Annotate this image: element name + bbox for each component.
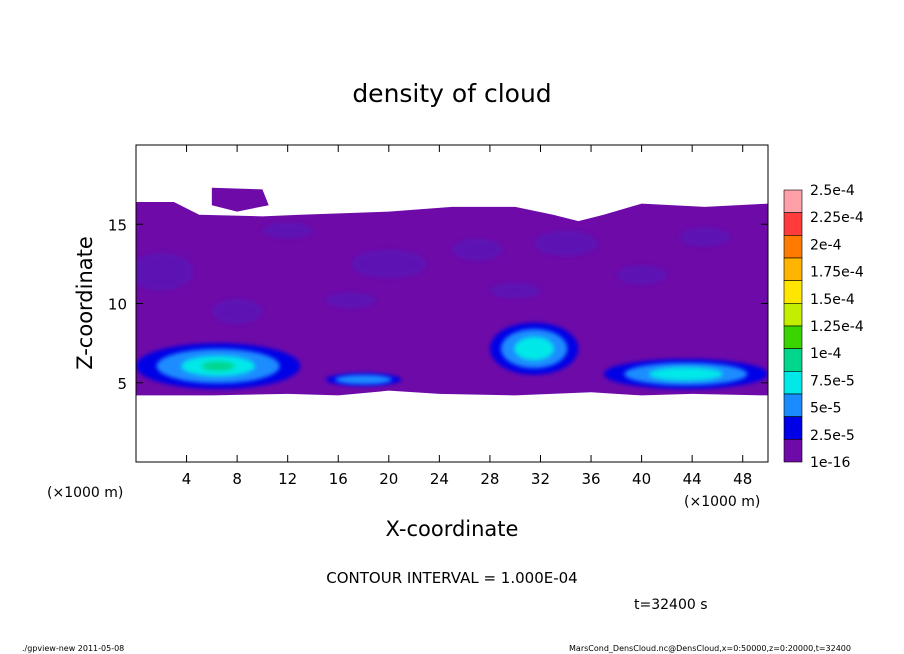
contour-interval: CONTOUR INTERVAL = 1.000E-04	[326, 569, 577, 587]
colorbar-label: 2.5e-4	[810, 183, 855, 199]
cloud-feature-level	[201, 361, 235, 371]
x-tick-label: 28	[480, 470, 499, 488]
colorbar-label: 1.5e-4	[810, 292, 855, 308]
cloud-shade-patch	[452, 238, 503, 261]
colorbar-swatch	[783, 212, 803, 236]
colorbar-swatch	[783, 439, 803, 463]
cloud-shade-patch	[679, 227, 731, 247]
x-axis-ticks: 4 8 12 16 20 24 28 32 36 40 44 48	[182, 145, 752, 488]
cloud-features	[136, 322, 768, 390]
x-tick-label: 8	[232, 470, 242, 488]
x-unit-right: (×1000 m)	[684, 494, 760, 510]
x-tick-label: 24	[430, 470, 449, 488]
cloud-shade-patch	[211, 298, 263, 325]
x-tick-label: 48	[733, 470, 752, 488]
x-axis-label: X-coordinate	[386, 517, 519, 541]
colorbar-swatch	[783, 371, 803, 395]
cloud-shade-patch	[262, 222, 313, 239]
cloud-shade-patch	[325, 292, 377, 309]
cloud-shade-patch	[136, 252, 193, 291]
cloud-feature-level	[514, 336, 555, 361]
colorbar-label: 7.5e-5	[810, 373, 855, 389]
colorbar-swatch	[783, 235, 803, 259]
cloud-layer-fill	[136, 202, 768, 396]
y-axis-ticks: 5 10 15	[108, 216, 768, 393]
colorbar-swatch	[783, 348, 803, 372]
cloud-layer	[136, 187, 768, 396]
chart-title: density of cloud	[352, 79, 551, 108]
cloud-feature-level	[335, 374, 392, 385]
colorbar-swatch	[783, 393, 803, 417]
time-label: t=32400 s	[634, 597, 708, 613]
colorbar-label: 1.75e-4	[810, 265, 864, 281]
cloud-feature-level	[648, 367, 723, 381]
colorbar-label: 2e-4	[810, 237, 842, 253]
colorbar-label: 1e-4	[810, 346, 842, 362]
colorbar-swatch	[783, 189, 803, 213]
x-tick-label: 32	[531, 470, 550, 488]
x-tick-label: 20	[379, 470, 398, 488]
x-unit-left: (×1000 m)	[47, 485, 123, 501]
x-tick-label: 36	[581, 470, 600, 488]
colorbar: 2.5e-4 2.25e-4 2e-4 1.75e-4 1.5e-4 1.25e-4 1e-…	[783, 183, 864, 471]
plot-area	[136, 187, 768, 396]
cloud-shade-patch	[350, 249, 427, 279]
y-tick-label: 5	[117, 375, 127, 393]
colorbar-label: 2.5e-5	[810, 428, 855, 444]
x-tick-label: 16	[329, 470, 348, 488]
colorbar-label: 1.25e-4	[810, 319, 864, 335]
x-tick-label: 40	[632, 470, 651, 488]
colorbar-swatch	[783, 280, 803, 304]
cloud-shade-patch	[534, 230, 598, 256]
footer-left: ./gpview-new 2011-05-08	[22, 644, 124, 653]
footer-right: MarsCond_DensCloud.nc@DensCloud,x=0:5000…	[569, 644, 851, 653]
cloud-shade-patch	[616, 265, 667, 285]
x-tick-label: 12	[278, 470, 297, 488]
colorbar-swatch	[783, 303, 803, 327]
colorbar-label: 1e-16	[810, 455, 850, 471]
colorbar-swatch	[783, 416, 803, 440]
y-tick-label: 15	[108, 216, 127, 234]
cloud-upper-patch	[211, 187, 269, 212]
colorbar-label: 2.25e-4	[810, 210, 864, 226]
cloud-shade-patch	[489, 282, 541, 299]
colorbar-label: 5e-5	[810, 401, 841, 417]
colorbar-swatch	[783, 325, 803, 349]
x-tick-label: 44	[683, 470, 702, 488]
colorbar-swatch	[783, 257, 803, 281]
y-tick-label: 10	[108, 296, 127, 314]
y-axis-label: Z-coordinate	[73, 236, 97, 370]
x-tick-label: 4	[182, 470, 192, 488]
